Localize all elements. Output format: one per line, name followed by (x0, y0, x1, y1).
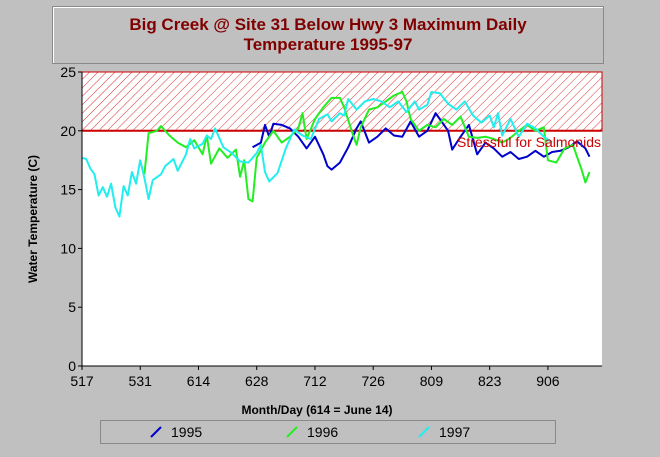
x-tick-label: 726 (362, 373, 386, 389)
series-line-1996 (143, 91, 591, 203)
x-tick-label: 809 (420, 373, 444, 389)
x-tick-label: 906 (536, 373, 560, 389)
series-line-1995 (252, 112, 591, 171)
legend-item-1997: 1997 (417, 421, 470, 443)
stress-threshold-label: Stressful for Salmonids (457, 134, 601, 150)
x-tick-label: 517 (70, 373, 94, 389)
x-tick-label: 614 (187, 373, 211, 389)
legend-label-1996: 1996 (307, 424, 339, 440)
y-axis-label: Water Temperature (C) (26, 155, 40, 283)
legend-label-1995: 1995 (171, 424, 203, 440)
y-ticks: 0 5 10 15 20 25 (60, 64, 82, 374)
chart-title-box: Big Creek @ Site 31 Below Hwy 3 Maximum … (52, 6, 604, 64)
legend-label-1997: 1997 (439, 424, 471, 440)
x-ticks: 517 531 614 628 712 726 809 823 906 (70, 366, 560, 389)
chart-title-line-1: Big Creek @ Site 31 Below Hwy 3 Maximum … (129, 15, 527, 34)
legend-swatch-1997 (418, 426, 430, 438)
y-tick-label: 5 (68, 299, 76, 315)
legend-item-1996: 1996 (285, 421, 338, 443)
y-tick-label: 25 (60, 64, 76, 80)
x-tick-label: 628 (245, 373, 269, 389)
x-tick-label: 712 (303, 373, 327, 389)
legend-swatch-1995 (150, 426, 162, 438)
series-line-1997 (81, 91, 553, 218)
series-layer (81, 91, 591, 218)
x-axis-label: Month/Day (614 = June 14) (241, 403, 392, 417)
y-tick-label: 10 (60, 240, 76, 256)
x-tick-label: 531 (129, 373, 153, 389)
legend-swatch-1996 (286, 426, 298, 438)
temperature-chart: Stressful for Salmonids 0 5 10 15 20 25 517 53… (26, 64, 603, 417)
chart-title-line-2: Temperature 1995-97 (243, 35, 413, 54)
x-tick-label: 823 (478, 373, 502, 389)
legend-item-1995: 1995 (149, 421, 202, 443)
y-tick-label: 15 (60, 182, 76, 198)
y-tick-label: 20 (60, 123, 76, 139)
legend: 1995 1996 1997 (100, 420, 556, 444)
y-tick-label: 0 (68, 358, 76, 374)
